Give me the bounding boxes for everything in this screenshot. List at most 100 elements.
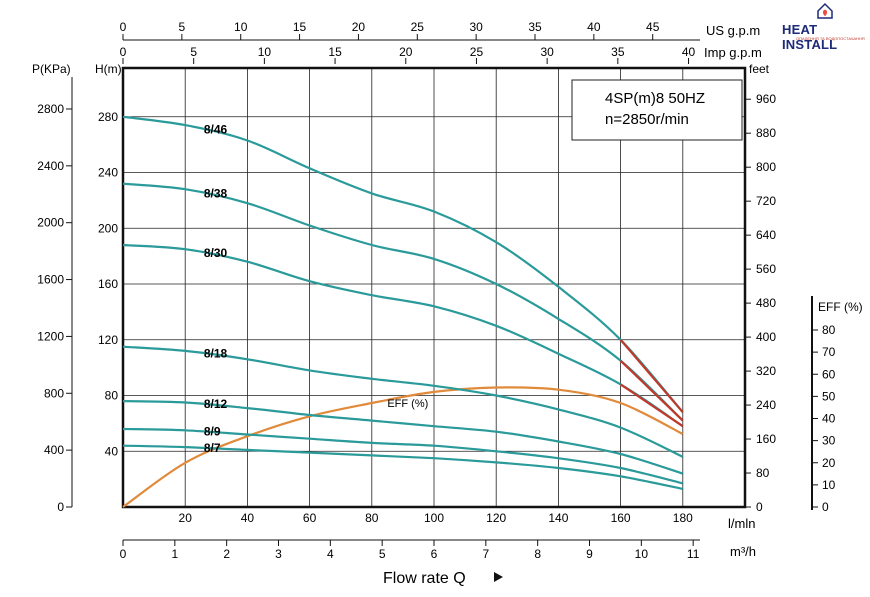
m3h-tick-label: 10 — [635, 547, 649, 561]
lmin-tick-label: 180 — [673, 511, 693, 525]
brand-logo: HEAT INSTALL ОПАЛЕННЯ ТА ВОДОПОСТАЧАННЯ — [776, 2, 870, 52]
h-tick-label: 280 — [98, 110, 118, 124]
speed-label: n=2850r/min — [605, 111, 689, 128]
imp-gpm-tick-label: 30 — [540, 45, 554, 59]
feet-tick-label: 720 — [756, 194, 776, 208]
efficiency-curve — [122, 386, 684, 508]
pump-curve-8-7 — [122, 444, 684, 490]
feet-tick-label: 400 — [756, 330, 776, 344]
feet-label: feet — [749, 62, 770, 76]
m3h-tick-label: 4 — [327, 547, 334, 561]
p-axis-label: P(KPa) — [32, 62, 71, 76]
model-info-box — [571, 79, 743, 141]
imp-gpm-tick-label: 40 — [682, 45, 696, 59]
us-gpm-tick-label: 40 — [587, 20, 601, 34]
us-gpm-tick-label: 35 — [528, 20, 542, 34]
feet-tick-label: 880 — [756, 126, 776, 140]
imp-gpm-label: Imp g.p.m — [704, 45, 762, 60]
lmin-tick-label: 40 — [241, 511, 255, 525]
p-tick-label: 1200 — [37, 329, 64, 343]
grid — [123, 68, 745, 507]
lmin-tick-label: 20 — [179, 511, 193, 525]
p-tick-label: 2000 — [37, 216, 64, 230]
eff-axis-label: EFF (%) — [818, 300, 863, 314]
m3h-tick-label: 3 — [275, 547, 282, 561]
feet-tick-label: 0 — [756, 500, 763, 514]
imp-gpm-tick-label: 0 — [120, 45, 127, 59]
p-tick-label: 800 — [44, 386, 64, 400]
lmin-tick-label: 120 — [486, 511, 506, 525]
m3h-tick-label: 5 — [379, 547, 386, 561]
us-gpm-tick-label: 10 — [234, 20, 248, 34]
imp-gpm-tick-label: 35 — [611, 45, 625, 59]
series-label: 8/7 — [204, 441, 221, 455]
h-tick-label: 200 — [98, 221, 118, 235]
eff-tick-label: 50 — [822, 389, 836, 403]
curves: EFF (%) 8/46 8/38 8/30 8/18 8/12 8/9 8/7 — [122, 115, 684, 508]
us-gpm-tick-label: 20 — [352, 20, 366, 34]
pump-curve-8-38 — [122, 182, 684, 422]
pump-curve-8-18 — [122, 345, 684, 458]
feet-tick-label: 320 — [756, 364, 776, 378]
pump-curve-8-30 — [122, 243, 684, 428]
m3h-tick-label: 7 — [482, 547, 489, 561]
eff-tick-label: 0 — [822, 500, 829, 514]
eff-tick-label: 30 — [822, 434, 836, 448]
series-label: 8/9 — [204, 425, 221, 439]
pump-curve-8-12 — [122, 400, 684, 475]
feet-tick-label: 480 — [756, 296, 776, 310]
m3h-tick-label: 11 — [687, 547, 700, 561]
us-gpm-tick-label: 0 — [120, 20, 127, 34]
h-tick-label: 40 — [105, 444, 119, 458]
feet-tick-label: 960 — [756, 92, 776, 106]
eff-tick-label: 80 — [822, 323, 836, 337]
p-tick-label: 2400 — [37, 159, 64, 173]
lmin-tick-label: 140 — [548, 511, 568, 525]
x-axis-title: Flow rate Q — [383, 570, 466, 587]
us-gpm-tick-label: 25 — [411, 20, 425, 34]
m3h-tick-label: 2 — [223, 547, 230, 561]
imp-gpm-tick-label: 15 — [328, 45, 342, 59]
lmin-tick-label: 80 — [365, 511, 379, 525]
series-label: 8/46 — [204, 123, 228, 137]
lmin-tick-label: 100 — [424, 511, 444, 525]
p-tick-label: 2800 — [37, 102, 64, 116]
m3h-unit-label: m³/h — [730, 544, 756, 559]
lmin-tick-label: 60 — [303, 511, 317, 525]
us-gpm-tick-label: 5 — [179, 20, 186, 34]
pump-curve-8-9 — [122, 427, 684, 485]
h-tick-label: 160 — [98, 277, 118, 291]
m3h-tick-label: 8 — [534, 547, 541, 561]
h-tick-label: 240 — [98, 166, 118, 180]
m3h-tick-label: 1 — [171, 547, 178, 561]
feet-tick-label: 160 — [756, 432, 776, 446]
axes: 4080120160200240280040080012001600200024… — [37, 20, 835, 561]
p-tick-label: 1600 — [37, 273, 64, 287]
h-tick-label: 120 — [98, 333, 118, 347]
brand-subtitle: ОПАЛЕННЯ ТА ВОДОПОСТАЧАННЯ — [796, 36, 865, 41]
pump-curve-8-46 — [122, 115, 684, 413]
imp-gpm-tick-label: 5 — [190, 45, 197, 59]
eff-tick-label: 70 — [822, 345, 836, 359]
series-label: 8/18 — [204, 346, 228, 360]
overload-segment — [619, 383, 684, 428]
us-gpm-label: US g.p.m — [706, 23, 760, 38]
h-tick-label: 80 — [105, 389, 119, 403]
series-label: 8/38 — [204, 186, 228, 200]
flow-arrow-icon — [494, 572, 503, 582]
plot-frame — [121, 66, 747, 509]
imp-gpm-tick-label: 25 — [470, 45, 484, 59]
us-gpm-tick-label: 15 — [293, 20, 307, 34]
feet-tick-label: 560 — [756, 262, 776, 276]
m3h-tick-label: 9 — [586, 547, 593, 561]
imp-gpm-tick-label: 10 — [258, 45, 272, 59]
overload-segment — [619, 339, 684, 413]
feet-tick-label: 800 — [756, 160, 776, 174]
imp-gpm-tick-label: 20 — [399, 45, 413, 59]
overload-segment — [619, 359, 684, 422]
plot-border — [121, 66, 747, 509]
feet-tick-label: 640 — [756, 228, 776, 242]
us-gpm-tick-label: 45 — [646, 20, 660, 34]
eff-tick-label: 60 — [822, 367, 836, 381]
